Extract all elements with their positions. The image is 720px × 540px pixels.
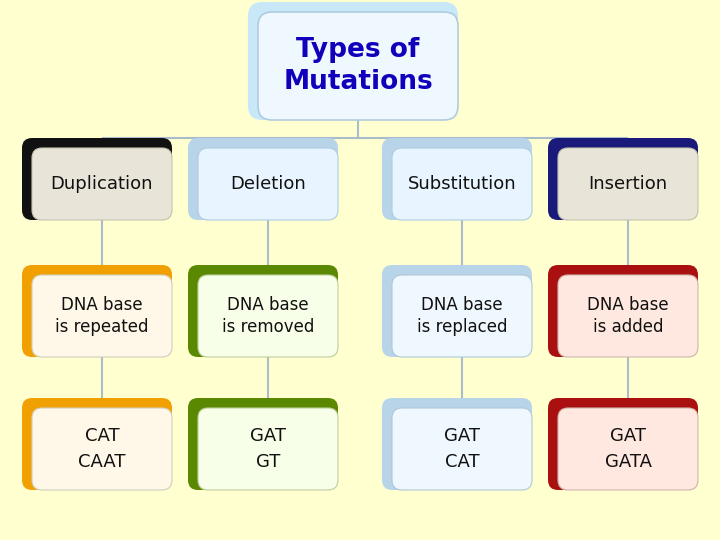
Text: DNA base
is replaced: DNA base is replaced bbox=[417, 296, 508, 336]
Text: DNA base
is added: DNA base is added bbox=[588, 296, 669, 336]
FancyBboxPatch shape bbox=[392, 275, 532, 357]
FancyBboxPatch shape bbox=[258, 12, 458, 120]
FancyBboxPatch shape bbox=[558, 275, 698, 357]
Text: DNA base
is repeated: DNA base is repeated bbox=[55, 296, 149, 336]
FancyBboxPatch shape bbox=[198, 275, 338, 357]
FancyBboxPatch shape bbox=[22, 398, 172, 490]
FancyBboxPatch shape bbox=[392, 408, 532, 490]
Text: Deletion: Deletion bbox=[230, 175, 306, 193]
FancyBboxPatch shape bbox=[188, 398, 338, 490]
FancyBboxPatch shape bbox=[188, 138, 338, 220]
Text: GAT
GATA: GAT GATA bbox=[605, 427, 652, 471]
Text: GAT
CAT: GAT CAT bbox=[444, 427, 480, 471]
FancyBboxPatch shape bbox=[548, 138, 698, 220]
FancyBboxPatch shape bbox=[32, 275, 172, 357]
FancyBboxPatch shape bbox=[198, 408, 338, 490]
FancyBboxPatch shape bbox=[22, 138, 172, 220]
Text: DNA base
is removed: DNA base is removed bbox=[222, 296, 314, 336]
Text: GAT
GT: GAT GT bbox=[250, 427, 286, 471]
Text: Insertion: Insertion bbox=[588, 175, 667, 193]
FancyBboxPatch shape bbox=[198, 148, 338, 220]
FancyBboxPatch shape bbox=[382, 265, 532, 357]
FancyBboxPatch shape bbox=[558, 148, 698, 220]
FancyBboxPatch shape bbox=[188, 265, 338, 357]
Text: Substitution: Substitution bbox=[408, 175, 516, 193]
FancyBboxPatch shape bbox=[548, 265, 698, 357]
FancyBboxPatch shape bbox=[558, 408, 698, 490]
FancyBboxPatch shape bbox=[32, 408, 172, 490]
Text: Types of
Mutations: Types of Mutations bbox=[283, 37, 433, 95]
Text: CAT
CAAT: CAT CAAT bbox=[78, 427, 126, 471]
Text: Duplication: Duplication bbox=[50, 175, 153, 193]
FancyBboxPatch shape bbox=[22, 265, 172, 357]
FancyBboxPatch shape bbox=[248, 2, 458, 120]
FancyBboxPatch shape bbox=[392, 148, 532, 220]
FancyBboxPatch shape bbox=[382, 138, 532, 220]
FancyBboxPatch shape bbox=[382, 398, 532, 490]
FancyBboxPatch shape bbox=[548, 398, 698, 490]
FancyBboxPatch shape bbox=[32, 148, 172, 220]
